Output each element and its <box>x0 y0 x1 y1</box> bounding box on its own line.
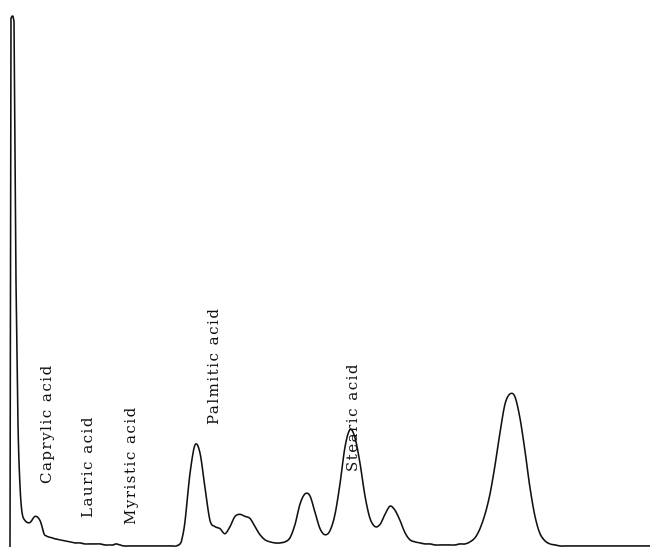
peak-label-lauric-acid: Lauric acid <box>78 416 96 518</box>
peak-label-stearic-acid: Stearic acid <box>343 363 361 472</box>
chromatogram-trace <box>9 15 650 548</box>
plot-area <box>9 15 650 548</box>
peak-label-caprylic-acid: Caprylic acid <box>37 364 55 484</box>
peak-label-palmitic-acid: Palmitic acid <box>204 308 222 425</box>
peak-label-myristic-acid: Myristic acid <box>121 406 139 525</box>
